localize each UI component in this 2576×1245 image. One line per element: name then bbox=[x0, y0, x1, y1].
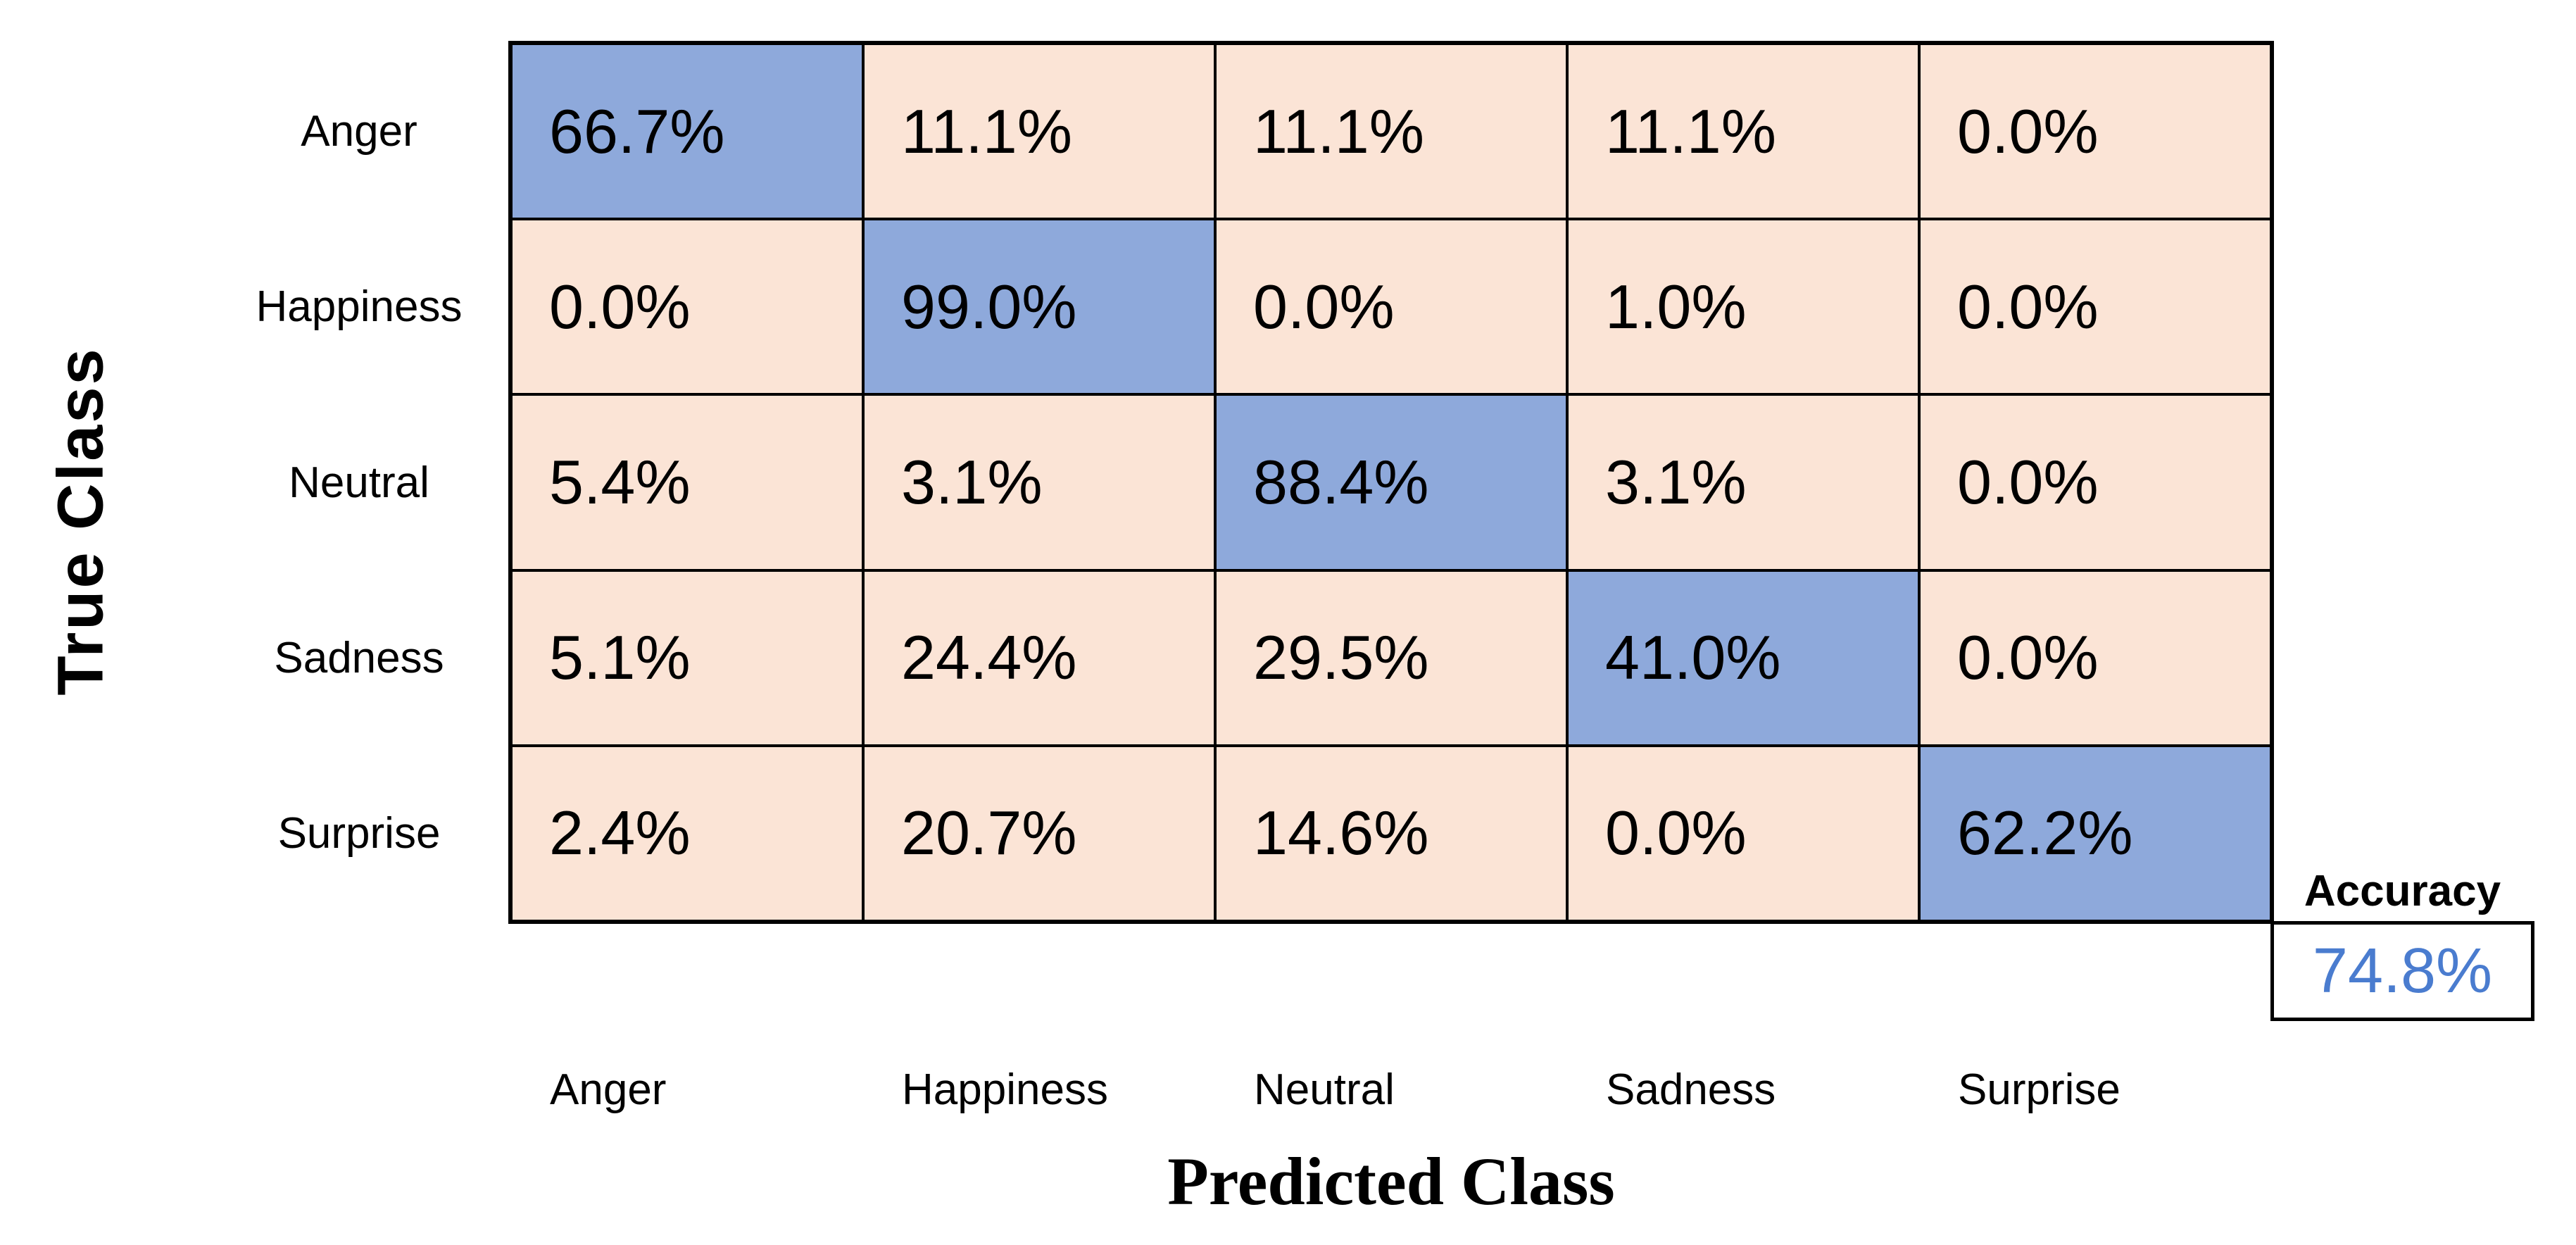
cell-anger-anger: 66.7% bbox=[511, 44, 863, 220]
x-axis-title: Predicted Class bbox=[1167, 1144, 1615, 1219]
cell-sadness-surprise: 0.0% bbox=[1919, 570, 2271, 746]
cell-happiness-anger: 0.0% bbox=[511, 219, 863, 395]
cell-surprise-anger: 2.4% bbox=[511, 745, 863, 921]
y-axis-title: True Class bbox=[44, 346, 117, 696]
cell-sadness-neutral: 29.5% bbox=[1215, 570, 1567, 746]
row-label-sadness: Sadness bbox=[274, 633, 444, 682]
cell-anger-surprise: 0.0% bbox=[1919, 44, 2271, 220]
cell-happiness-surprise: 0.0% bbox=[1919, 219, 2271, 395]
cell-surprise-surprise: 62.2% bbox=[1919, 745, 2271, 921]
cell-surprise-happiness: 20.7% bbox=[863, 745, 1215, 921]
accuracy-label: Accuracy bbox=[2304, 867, 2501, 915]
cell-surprise-neutral: 14.6% bbox=[1215, 745, 1567, 921]
cell-anger-happiness: 11.1% bbox=[863, 44, 1215, 220]
accuracy-value-box: 74.8% bbox=[2270, 921, 2534, 1021]
cell-sadness-anger: 5.1% bbox=[511, 570, 863, 746]
cell-happiness-sadness: 1.0% bbox=[1567, 219, 1919, 395]
cell-neutral-neutral: 88.4% bbox=[1215, 394, 1567, 570]
cell-neutral-anger: 5.4% bbox=[511, 394, 863, 570]
cell-neutral-happiness: 3.1% bbox=[863, 394, 1215, 570]
cell-happiness-neutral: 0.0% bbox=[1215, 219, 1567, 395]
cell-happiness-happiness: 99.0% bbox=[863, 219, 1215, 395]
row-label-happiness: Happiness bbox=[256, 282, 463, 332]
cell-neutral-surprise: 0.0% bbox=[1919, 394, 2271, 570]
x-tick-labels: Anger Happiness Neutral Sadness Surprise bbox=[511, 1065, 2271, 1115]
cell-surprise-sadness: 0.0% bbox=[1567, 745, 1919, 921]
row-label-neutral: Neutral bbox=[289, 458, 429, 507]
row-label-surprise: Surprise bbox=[277, 808, 441, 858]
cell-neutral-sadness: 3.1% bbox=[1567, 394, 1919, 570]
cell-sadness-happiness: 24.4% bbox=[863, 570, 1215, 746]
confusion-matrix-grid: 66.7% 11.1% 11.1% 11.1% 0.0% 0.0% 99.0% … bbox=[508, 41, 2274, 924]
col-label-surprise: Surprise bbox=[1958, 1065, 2121, 1114]
col-label-anger: Anger bbox=[550, 1065, 667, 1114]
col-label-happiness: Happiness bbox=[902, 1065, 1108, 1114]
row-label-anger: Anger bbox=[301, 107, 417, 156]
accuracy-value: 74.8% bbox=[2312, 935, 2493, 1006]
col-label-neutral: Neutral bbox=[1254, 1065, 1395, 1114]
cell-anger-neutral: 11.1% bbox=[1215, 44, 1567, 220]
cell-sadness-sadness: 41.0% bbox=[1567, 570, 1919, 746]
col-label-sadness: Sadness bbox=[1606, 1065, 1776, 1114]
cell-anger-sadness: 11.1% bbox=[1567, 44, 1919, 220]
y-tick-labels: Anger Happiness Neutral Sadness Surprise bbox=[190, 44, 528, 921]
